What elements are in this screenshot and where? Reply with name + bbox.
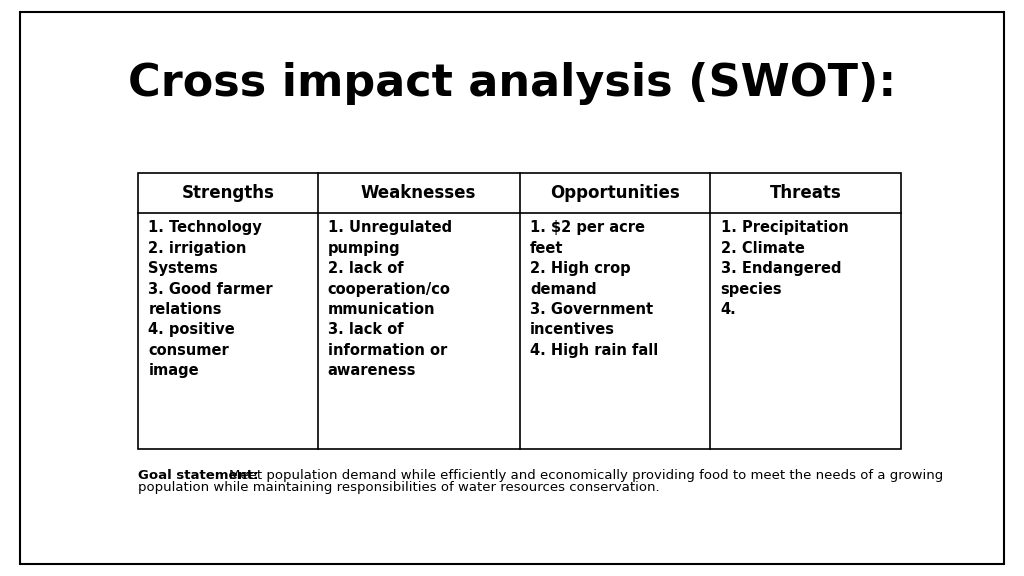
Text: Opportunities: Opportunities [550,184,680,202]
Text: 1. Precipitation
2. Climate
3. Endangered
species
4.: 1. Precipitation 2. Climate 3. Endangere… [721,221,849,317]
Text: 1. Unregulated
pumping
2. lack of
cooperation/co
mmunication
3. lack of
informat: 1. Unregulated pumping 2. lack of cooper… [328,221,452,378]
Text: 1. Technology
2. irrigation
Systems
3. Good farmer
relations
4. positive
consume: 1. Technology 2. irrigation Systems 3. G… [148,221,273,378]
Text: Cross impact analysis (SWOT):: Cross impact analysis (SWOT): [128,62,896,105]
Text: 1. $2 per acre
feet
2. High crop
demand
3. Government
incentives
4. High rain fa: 1. $2 per acre feet 2. High crop demand … [530,221,658,358]
Bar [138,173,901,449]
Text: Goal statement:: Goal statement: [138,469,259,483]
Text: Meet population demand while efficiently and economically providing food to meet: Meet population demand while efficiently… [228,469,943,483]
Text: population while maintaining responsibilities of water resources conservation.: population while maintaining responsibil… [138,482,659,494]
Text: Strengths: Strengths [181,184,274,202]
Text: Weaknesses: Weaknesses [360,184,476,202]
Text: Threats: Threats [770,184,842,202]
